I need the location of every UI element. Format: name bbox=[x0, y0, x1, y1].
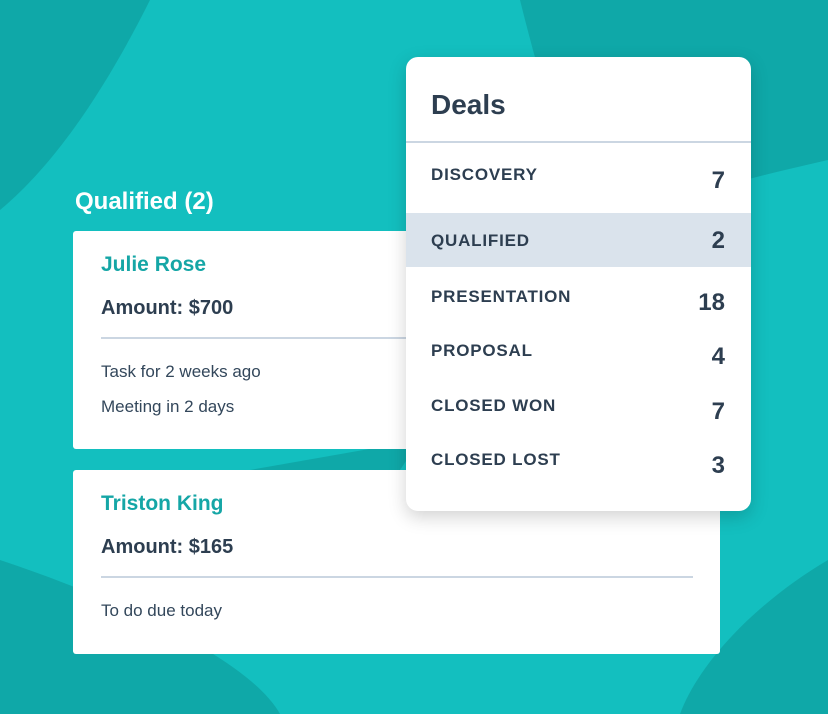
stage-row-discovery[interactable]: DISCOVERY 7 bbox=[406, 157, 751, 211]
divider bbox=[406, 141, 751, 143]
stage-row-qualified[interactable]: QUALIFIED 2 bbox=[406, 213, 751, 267]
divider bbox=[101, 576, 693, 578]
stage-row-proposal[interactable]: PROPOSAL 4 bbox=[406, 331, 751, 385]
stage-label: DISCOVERY bbox=[431, 165, 538, 184]
stage-label: PROPOSAL bbox=[431, 341, 533, 360]
deals-panel: Deals DISCOVERY 7 QUALIFIED 2 PRESENTATI… bbox=[406, 57, 751, 511]
deal-name-link[interactable]: Triston King bbox=[101, 492, 224, 515]
activity-item: To do due today bbox=[101, 601, 222, 620]
deal-amount: Amount: $700 bbox=[101, 297, 234, 319]
stage-label: QUALIFIED bbox=[431, 231, 530, 250]
activity-item: Task for 2 weeks ago bbox=[101, 362, 261, 381]
stage-count: 2 bbox=[711, 227, 725, 254]
stage-count: 7 bbox=[711, 398, 725, 425]
deal-name-link[interactable]: Julie Rose bbox=[101, 253, 207, 276]
column-title: Qualified (2) bbox=[75, 188, 214, 215]
stage-row-presentation[interactable]: PRESENTATION 18 bbox=[406, 277, 751, 331]
stage-label: PRESENTATION bbox=[431, 287, 572, 306]
stage-count: 3 bbox=[711, 452, 725, 479]
deals-title: Deals bbox=[431, 89, 506, 120]
deal-card[interactable]: Triston King Amount: $165 To do due toda… bbox=[73, 470, 720, 654]
stage-row-closed-won[interactable]: CLOSED WON 7 bbox=[406, 386, 751, 440]
stage-count: 18 bbox=[698, 289, 725, 316]
stage-label: CLOSED WON bbox=[431, 396, 557, 415]
stage-count: 4 bbox=[711, 343, 725, 370]
stage-count: 7 bbox=[711, 167, 725, 194]
stage-label: CLOSED LOST bbox=[431, 450, 561, 469]
stage-row-closed-lost[interactable]: CLOSED LOST 3 bbox=[406, 440, 751, 494]
deal-amount: Amount: $165 bbox=[101, 536, 234, 558]
divider bbox=[101, 337, 481, 339]
activity-item: Meeting in 2 days bbox=[101, 397, 235, 416]
